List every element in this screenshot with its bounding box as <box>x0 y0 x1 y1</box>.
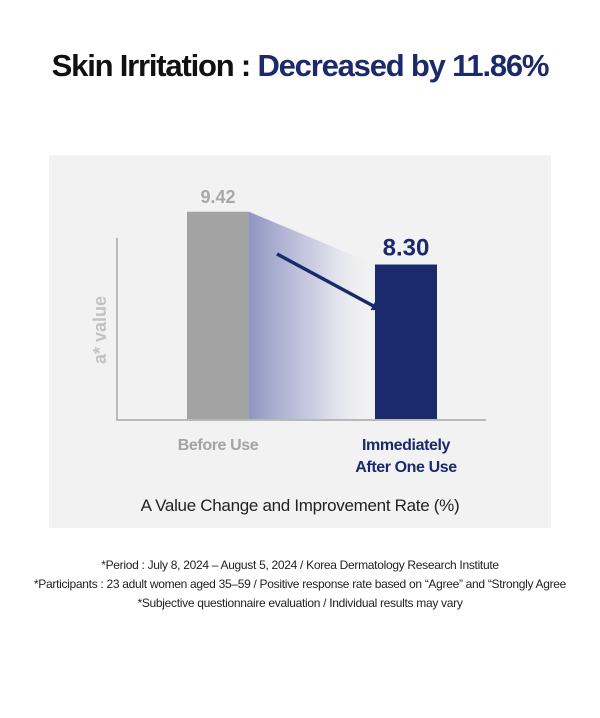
bar-before-use <box>187 211 249 420</box>
value-label-after-one-use: 8.30 <box>383 235 430 262</box>
title-lead: Skin Irritation : <box>51 48 258 83</box>
chart-caption: A Value Change and Improvement Rate (%) <box>140 496 460 515</box>
bar-after-one-use <box>375 264 437 420</box>
chart-panel: 9.42 Before Use 8.30 Immediately After One U… <box>49 155 551 528</box>
footnote-participants: *Participants : 23 adult women aged 35–5… <box>33 577 567 591</box>
change-gradient-fill <box>249 211 375 420</box>
page-title: Skin Irritation : Decreased by 11.86% <box>0 48 600 84</box>
footnotes: *Period : July 8, 2024 – August 5, 2024 … <box>0 556 600 613</box>
y-axis-label: a* value <box>90 296 110 364</box>
category-label-after-one-use: Immediately <box>362 437 451 454</box>
footnote-period: *Period : July 8, 2024 – August 5, 2024 … <box>101 558 499 572</box>
decrease-arrow <box>276 252 381 311</box>
footnote-evaluation: *Subjective questionnaire evaluation / I… <box>137 596 463 610</box>
value-label-before-use: 9.42 <box>200 187 235 207</box>
bar-chart: 9.42 Before Use 8.30 Immediately After One U… <box>90 187 486 476</box>
title-accent: Decreased by 11.86% <box>257 48 549 83</box>
category-label-after-one-use: After One Use <box>355 459 457 476</box>
category-label-before-use: Before Use <box>178 437 259 454</box>
